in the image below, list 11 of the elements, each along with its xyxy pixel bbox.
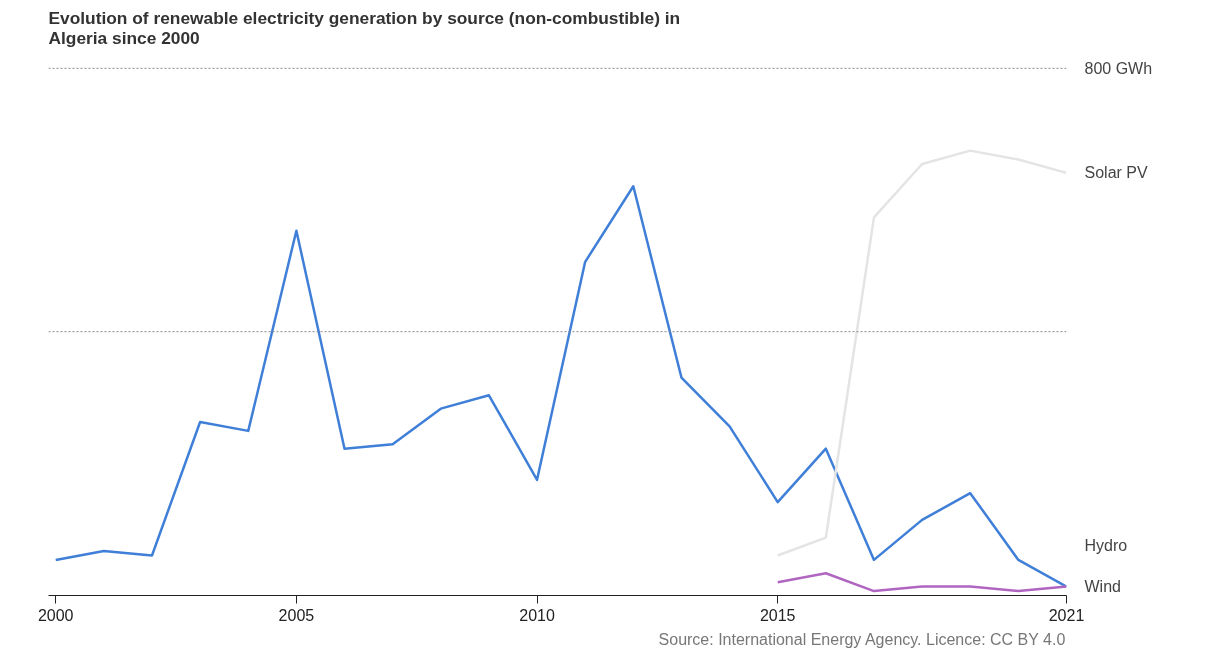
x-tick-label: 2005: [278, 606, 315, 624]
text: Hydro: [1084, 537, 1128, 555]
x-tick-label: 2000: [37, 606, 74, 624]
chart-title: Evolution of renewable electricity generation by source (non-combustible) in Algeria since 2000: [48, 7, 681, 48]
source-note: Source: International Energy Agency. Licence: CC BY 4.0: [658, 630, 1066, 648]
x-tick-label: 2010: [519, 606, 555, 624]
series-label: Wind: [1084, 578, 1121, 596]
series-label: Solar PV: [1084, 164, 1148, 182]
x-tick-label: 2021: [1048, 606, 1085, 624]
x-tick-label: 2015: [759, 606, 796, 624]
ref-line-label: 800 GWh: [1084, 59, 1153, 77]
